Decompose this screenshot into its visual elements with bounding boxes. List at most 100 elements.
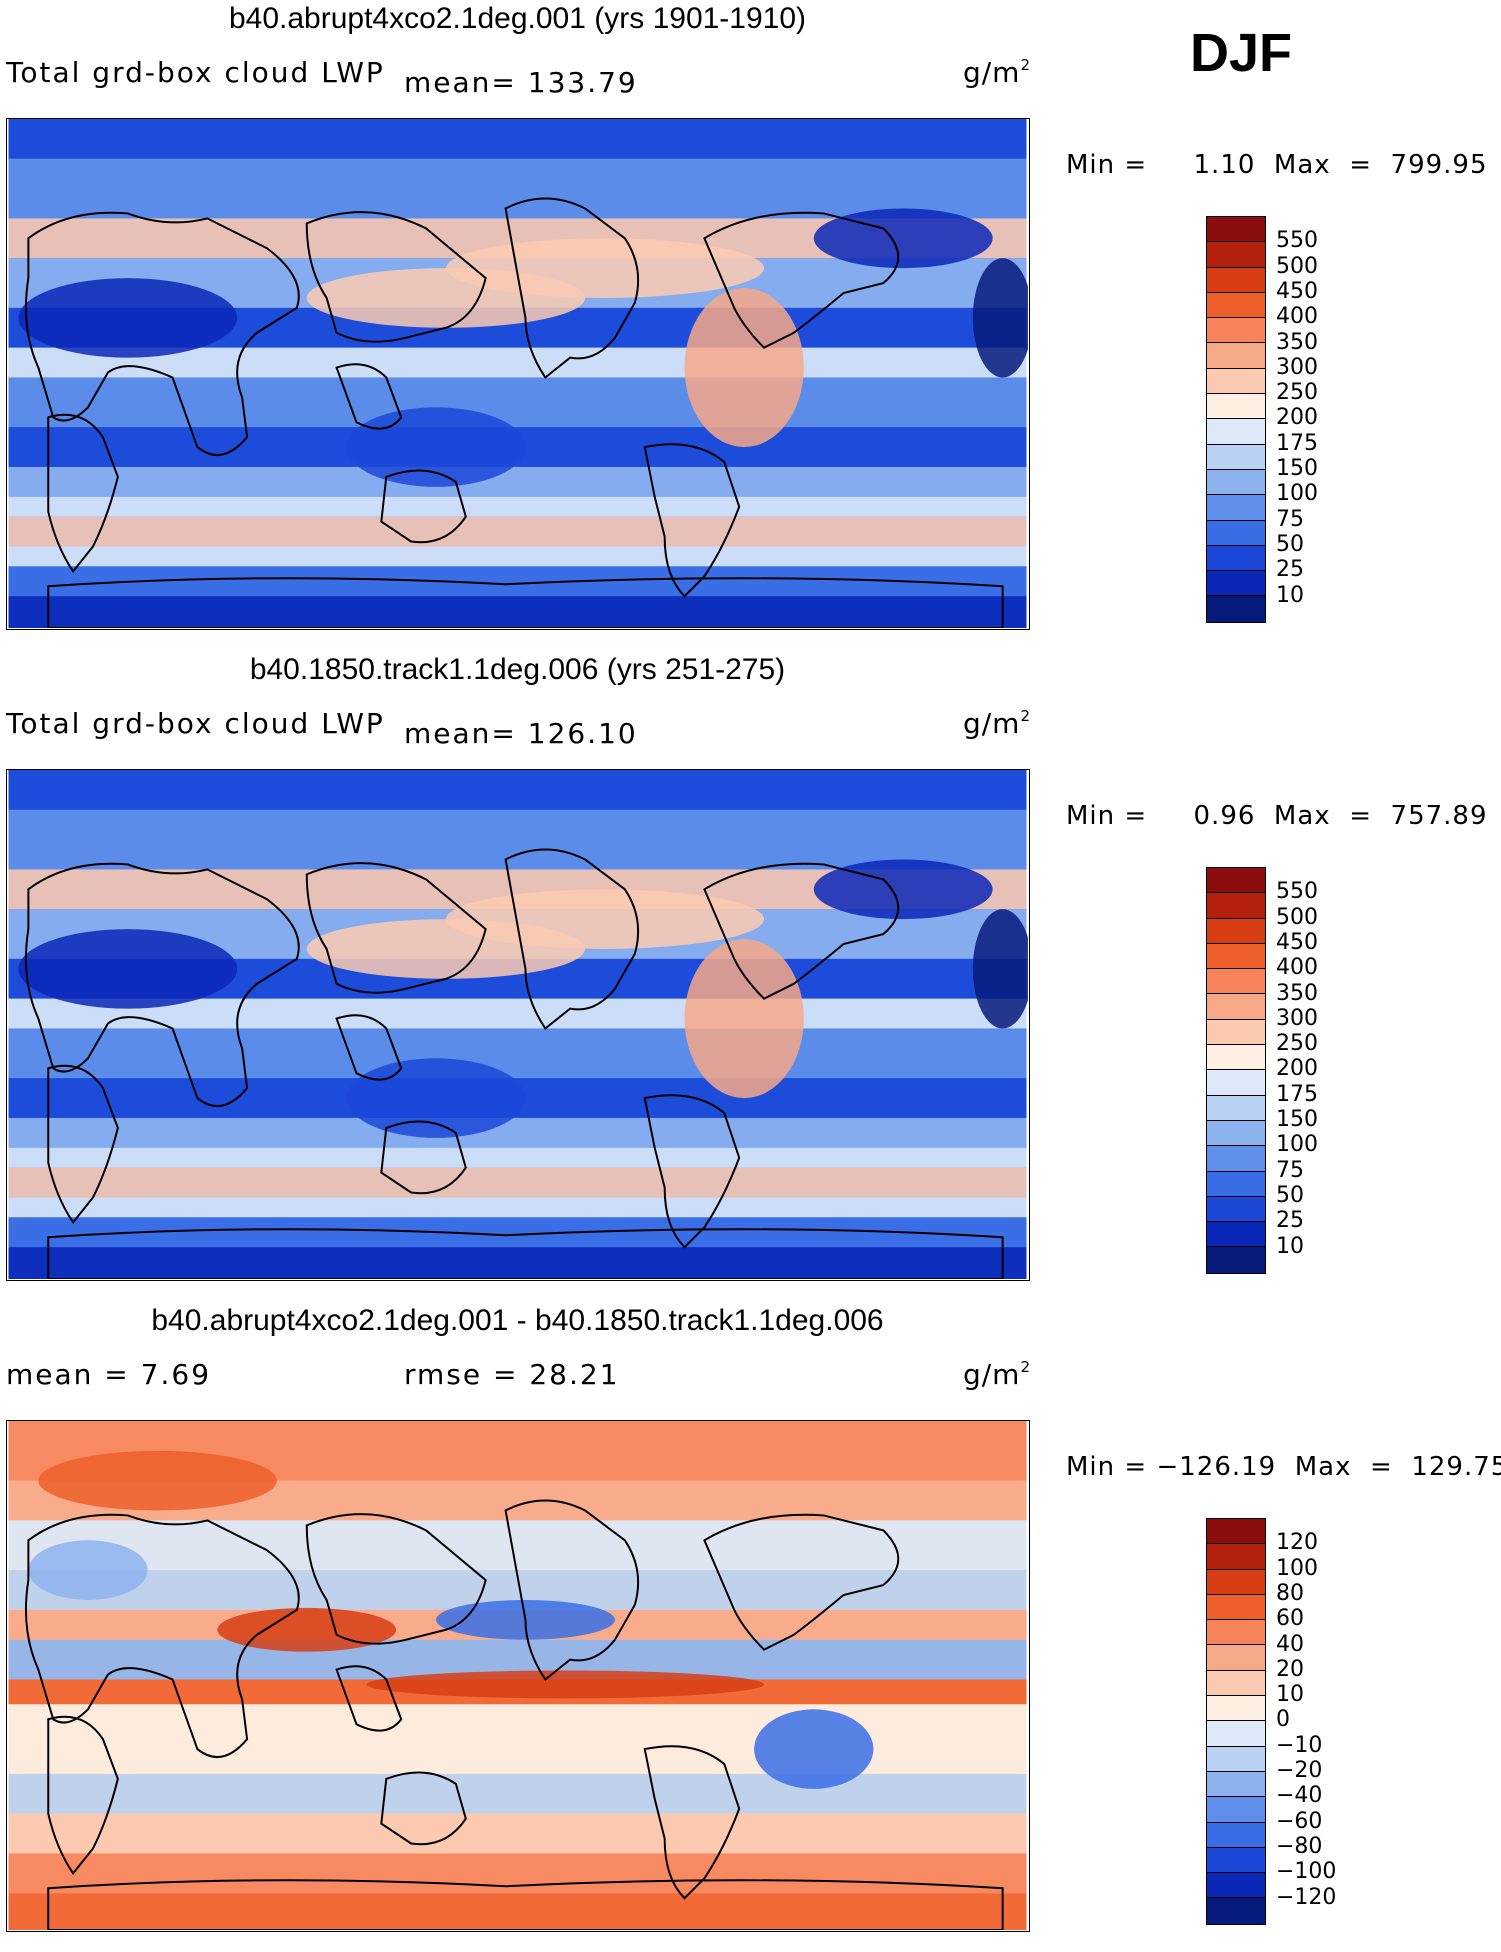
- colorbar-swatch: [1207, 292, 1265, 319]
- colorbar-label: −40: [1276, 1783, 1323, 1809]
- coastline: [643, 1094, 741, 1249]
- field-band: [8, 1704, 1027, 1774]
- colorbar-label: −120: [1276, 1884, 1337, 1910]
- colorbar-swatches: [1206, 867, 1266, 1274]
- field-anomaly: [972, 909, 1028, 1029]
- coastline: [380, 1120, 467, 1195]
- field-band: [8, 119, 1027, 159]
- panel-1850-control: b40.1850.track1.1deg.006 (yrs 251-275) T…: [0, 651, 1501, 1301]
- coastline: [47, 413, 119, 574]
- colorbar-swatch: [1207, 1019, 1265, 1046]
- field-band: [8, 770, 1027, 810]
- field-anomaly: [366, 1670, 765, 1699]
- field-band: [8, 1893, 1027, 1930]
- map-plot: [6, 1420, 1030, 1932]
- colorbar-swatch: [1207, 419, 1265, 445]
- coastline: [703, 1513, 900, 1651]
- colorbar-label: 250: [1276, 1031, 1318, 1057]
- colorbar-swatch: [1207, 1670, 1265, 1697]
- units-exponent: 2: [1020, 56, 1031, 74]
- units-base: g/m: [962, 707, 1021, 740]
- colorbar-label: −80: [1276, 1833, 1323, 1859]
- colorbar-swatch: [1207, 368, 1265, 395]
- colorbar-swatch: [1207, 1771, 1265, 1798]
- field-band: [8, 596, 1027, 628]
- colorbar-label: 500: [1276, 253, 1318, 279]
- coastline: [305, 862, 487, 994]
- colorbar-label: 300: [1276, 1005, 1318, 1031]
- colorbar-label: 150: [1276, 456, 1318, 481]
- panel-title: b40.abrupt4xco2.1deg.001 (yrs 1901-1910): [228, 2, 807, 35]
- units-label: g/m2: [963, 1358, 1031, 1391]
- colorbar-swatch: [1207, 1721, 1265, 1747]
- colorbar-label: 0: [1276, 1707, 1290, 1733]
- colorbar-label: 120: [1276, 1530, 1318, 1556]
- field-band: [8, 1217, 1027, 1248]
- colorbar-swatch: [1207, 1898, 1265, 1924]
- field-band: [8, 1147, 1027, 1168]
- field-band: [8, 496, 1027, 517]
- panel-difference: b40.abrupt4xco2.1deg.001 - b40.1850.trac…: [0, 1302, 1501, 1952]
- panel-abrupt4xco2: b40.abrupt4xco2.1deg.001 (yrs 1901-1910)…: [0, 0, 1501, 650]
- coastline: [504, 848, 640, 1030]
- colorbar-swatch: [1207, 596, 1265, 622]
- colorbar-swatch: [1207, 1873, 1265, 1899]
- coastline: [24, 1513, 300, 1758]
- colorbar-label: 100: [1276, 1555, 1318, 1581]
- colorbar-swatch: [1207, 1120, 1265, 1147]
- colorbar-swatch: [1207, 1519, 1265, 1545]
- coastline: [47, 1715, 119, 1876]
- min-max-label: Min = 1.10 Max = 799.95: [1066, 150, 1488, 180]
- panel-title: b40.1850.track1.1deg.006 (yrs 251-275): [249, 653, 786, 686]
- field-band: [8, 1773, 1027, 1814]
- map-field: [8, 770, 1028, 1279]
- colorbar-label: 400: [1276, 955, 1318, 981]
- colorbar-swatch: [1207, 1645, 1265, 1671]
- colorbar-label: 450: [1276, 278, 1318, 304]
- coastline: [380, 469, 467, 544]
- colorbar-swatch: [1207, 1544, 1265, 1570]
- units-exponent: 2: [1020, 1358, 1031, 1376]
- colorbar-swatch: [1207, 444, 1265, 470]
- colorbar-swatch: [1207, 893, 1265, 919]
- coastline: [47, 1228, 1004, 1279]
- colorbar-swatch: [1207, 1797, 1265, 1823]
- field-band: [8, 1853, 1027, 1894]
- colorbar-swatch: [1207, 469, 1265, 496]
- coastline: [643, 1745, 741, 1900]
- field-anomaly: [684, 288, 804, 448]
- map-field: [8, 1421, 1027, 1930]
- field-band: [8, 1117, 1027, 1148]
- field-band: [8, 1813, 1027, 1854]
- colorbar-swatch: [1207, 571, 1265, 597]
- units-base: g/m: [962, 56, 1021, 89]
- colorbar-label: 25: [1276, 1208, 1304, 1234]
- units-exponent: 2: [1020, 707, 1031, 725]
- colorbar-label: 175: [1276, 430, 1318, 456]
- field-anomaly: [445, 238, 765, 298]
- variable-label: Total grd-box cloud LWP: [6, 56, 385, 89]
- colorbar-swatch: [1207, 242, 1265, 268]
- coastline: [47, 1879, 1004, 1930]
- colorbar-swatch: [1207, 1222, 1265, 1248]
- coastline: [504, 197, 640, 379]
- colorbar-swatch: [1207, 343, 1265, 369]
- field-band: [8, 566, 1027, 597]
- field-anomaly: [18, 278, 238, 358]
- field-band: [8, 377, 1027, 428]
- colorbar-swatches: [1206, 1518, 1266, 1925]
- field-anomaly: [28, 1540, 148, 1600]
- colorbar-swatch: [1207, 520, 1265, 546]
- colorbar-swatch: [1207, 267, 1265, 293]
- colorbar-swatch: [1207, 868, 1265, 894]
- colorbar-swatch: [1207, 545, 1265, 572]
- coastline: [703, 211, 900, 349]
- mean-label: mean = 7.69: [6, 1358, 212, 1391]
- colorbar-swatch: [1207, 1822, 1265, 1848]
- variable-label: Total grd-box cloud LWP: [6, 707, 385, 740]
- colorbar-swatch: [1207, 969, 1265, 995]
- colorbar-label: 175: [1276, 1081, 1318, 1107]
- colorbar-swatch: [1207, 318, 1265, 344]
- colorbar-swatch: [1207, 1569, 1265, 1595]
- coastline: [305, 211, 487, 343]
